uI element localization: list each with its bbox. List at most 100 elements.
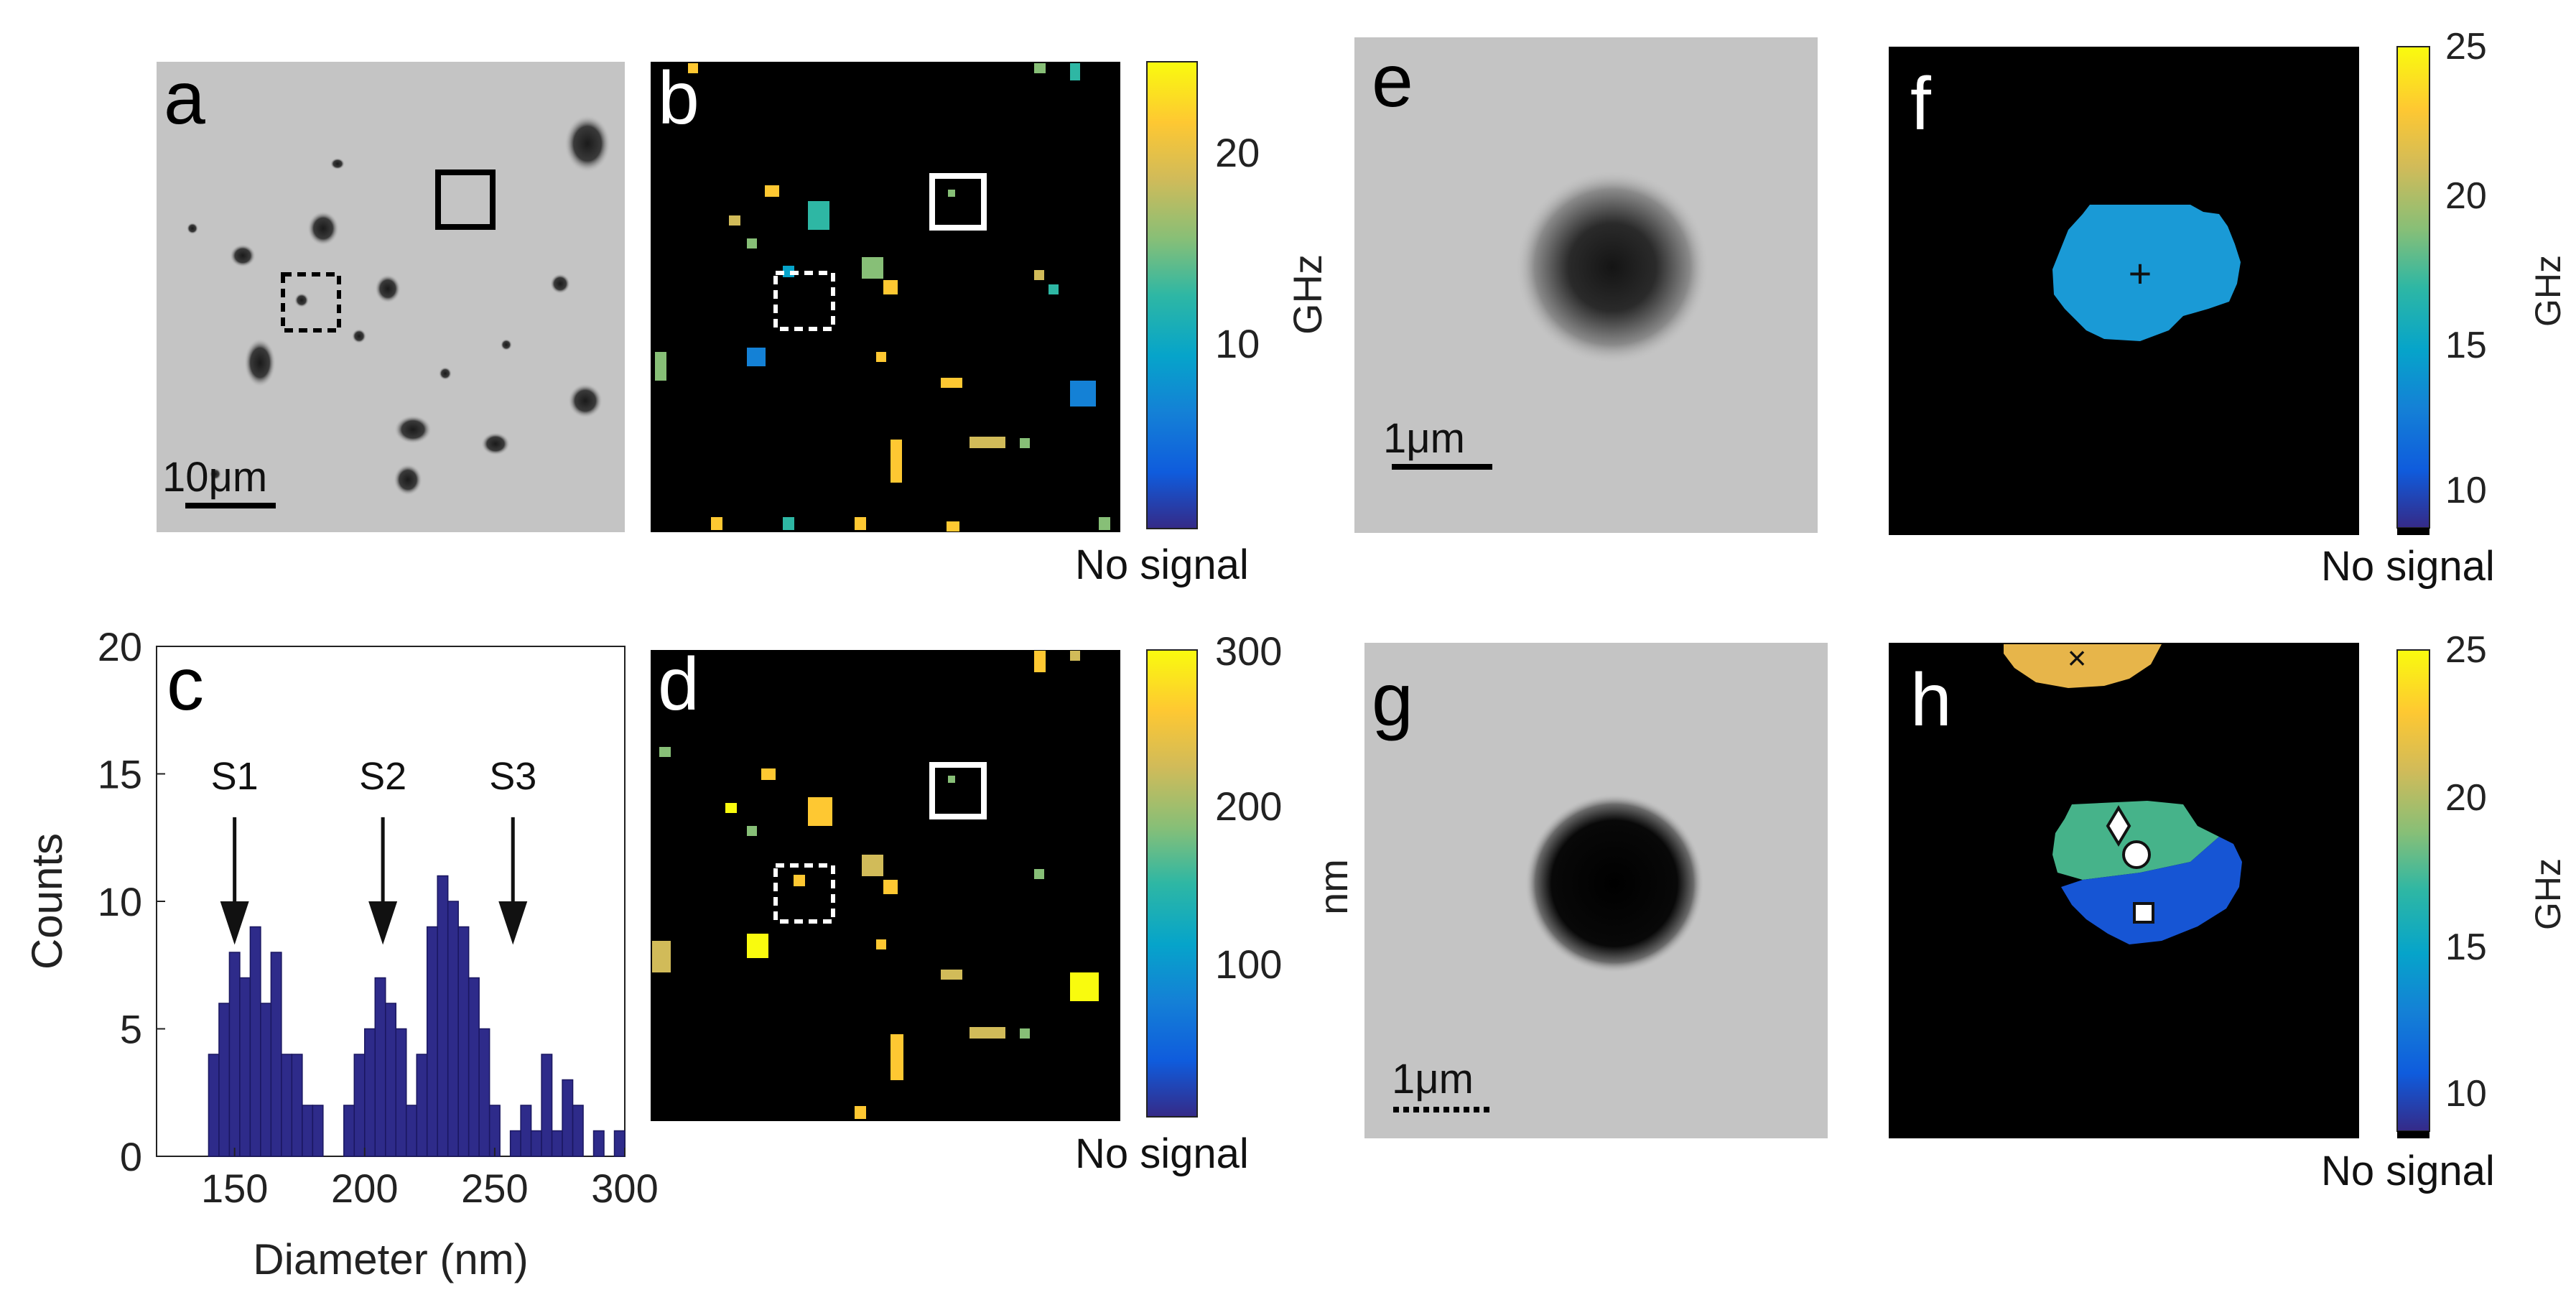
region-h-green <box>2052 801 2219 880</box>
x-tick-label: 250 <box>461 1166 528 1211</box>
histogram-bar <box>249 926 261 1157</box>
histogram-bar <box>613 1130 626 1157</box>
histogram-bar <box>218 1003 231 1157</box>
solid-box-b <box>929 173 987 231</box>
y-tick-label: 10 <box>98 879 142 924</box>
colorbar-tick-b-10: 10 <box>1215 321 1260 366</box>
histogram-bar <box>551 1130 563 1157</box>
histogram-bar <box>520 1105 532 1157</box>
colorbar-tick-h-15: 15 <box>2445 926 2487 968</box>
colorbar-tick-d-100: 100 <box>1215 942 1282 987</box>
histogram-bar <box>302 1105 314 1157</box>
x-tick-label: 200 <box>331 1166 398 1211</box>
y-tick-label: 20 <box>98 624 142 669</box>
colorbar-unit-b: GHz <box>1285 254 1330 335</box>
histogram-bar <box>405 1105 417 1157</box>
histogram-bar <box>364 1028 376 1157</box>
particle-g <box>1525 794 1704 973</box>
panel-a: 10μm a <box>157 57 625 532</box>
markers-h <box>2106 805 2154 924</box>
colorbar-tick-f-25: 25 <box>2445 26 2487 68</box>
histogram-bar <box>239 977 251 1157</box>
panel-f: + f 25 20 15 10 GHz No signal <box>1889 26 2568 590</box>
y-tick-label: 15 <box>98 752 142 797</box>
histogram-bar <box>353 1054 366 1157</box>
histogram-bar <box>228 952 241 1157</box>
y-tick-label: 0 <box>120 1134 142 1179</box>
sem-particles-a <box>187 115 610 496</box>
histogram-bar <box>426 926 438 1157</box>
panel-letter-h: h <box>1910 659 1952 742</box>
histogram-bar <box>447 901 459 1157</box>
panel-letter-e: e <box>1372 40 1413 123</box>
histogram-bar <box>343 1105 355 1157</box>
map-image-b <box>651 62 1120 532</box>
histogram-bar <box>541 1054 553 1157</box>
colorbar-footer-d: No signal <box>1075 1130 1249 1177</box>
histogram-bar <box>530 1130 542 1157</box>
histogram-bar <box>385 1003 396 1157</box>
colorbar-tick-d-200: 200 <box>1215 784 1282 829</box>
center-marker-f: + <box>2129 251 2152 296</box>
panel-b: b 10 20 GHz No signal <box>651 57 1330 588</box>
marker-x-h: × <box>2068 639 2087 677</box>
colorbar-footer-f: No signal <box>2321 543 2495 590</box>
colorbar-gradient-b <box>1146 61 1198 529</box>
panel-letter-a: a <box>164 57 205 140</box>
x-tick-label: 150 <box>201 1166 268 1211</box>
colorbar-tick-f-20: 20 <box>2445 175 2487 217</box>
dashed-box-b <box>773 271 835 331</box>
histogram-bar <box>374 977 386 1157</box>
colorbar-footer-b: No signal <box>1075 542 1249 588</box>
histogram-annotations: S1 S2 S3 <box>211 755 536 945</box>
colorbar-tick-h-10: 10 <box>2445 1073 2487 1115</box>
colorbar-gradient-d <box>1146 649 1198 1118</box>
histogram-bar <box>281 1054 293 1157</box>
histogram-bar <box>572 1105 584 1157</box>
square-marker-h <box>2133 902 2154 924</box>
region-h-blue <box>2061 837 2242 944</box>
panel-g: 1μm g <box>1364 643 1828 1138</box>
colorbar-tick-b-20: 20 <box>1215 130 1260 175</box>
histogram-bar <box>312 1105 324 1157</box>
particle-e <box>1515 170 1709 364</box>
histogram-ylabel: Counts <box>23 833 71 970</box>
colorbar-d: 300 200 100 nm No signal <box>1075 628 1356 1177</box>
scale-bar-label-g: 1μm <box>1392 1056 1474 1102</box>
region-f <box>2052 205 2241 341</box>
histogram-bar <box>208 1054 220 1157</box>
peak-label-s3: S3 <box>489 755 536 798</box>
histogram-bar <box>395 1028 407 1157</box>
panel-letter-c: c <box>167 643 204 726</box>
histogram-bar <box>291 1054 303 1157</box>
solid-box-a <box>435 169 496 230</box>
peak-arrow-head <box>220 901 249 945</box>
colorbar-footer-h: No signal <box>2321 1148 2495 1194</box>
colorbar-tick-f-10: 10 <box>2445 470 2487 511</box>
panel-d: d 300 200 100 nm No signal <box>651 628 1356 1177</box>
histogram-xlabel: Diameter (nm) <box>253 1235 528 1283</box>
scale-bar-label-e: 1μm <box>1383 415 1465 462</box>
colorbar-gradient-h <box>2396 649 2430 1132</box>
circle-marker-h <box>2122 840 2151 869</box>
colorbar-tick-f-15: 15 <box>2445 325 2487 366</box>
panel-letter-d: d <box>658 643 699 726</box>
colorbar-f: 25 20 15 10 GHz No signal <box>2321 26 2568 590</box>
histogram-bar <box>478 1028 490 1157</box>
histogram-bar <box>562 1079 574 1157</box>
histogram-bar <box>270 952 282 1157</box>
histogram-bar <box>468 977 480 1157</box>
peak-arrow-head <box>498 901 528 945</box>
colorbar-h: 25 20 15 10 GHz No signal <box>2321 629 2568 1194</box>
peak-label-s2: S2 <box>359 755 406 798</box>
histogram-bar <box>509 1130 521 1157</box>
colorbar-tick-h-25: 25 <box>2445 629 2487 671</box>
histogram-bar <box>592 1130 605 1157</box>
map-pixels-d <box>652 651 1099 1119</box>
x-tick-label: 300 <box>591 1166 658 1211</box>
scale-bar-label-a: 10μm <box>162 454 267 501</box>
colorbar-unit-f: GHz <box>2528 255 2568 327</box>
histogram-bar <box>260 1003 272 1157</box>
dashed-box-d <box>773 863 835 924</box>
histogram-bars <box>208 875 626 1157</box>
